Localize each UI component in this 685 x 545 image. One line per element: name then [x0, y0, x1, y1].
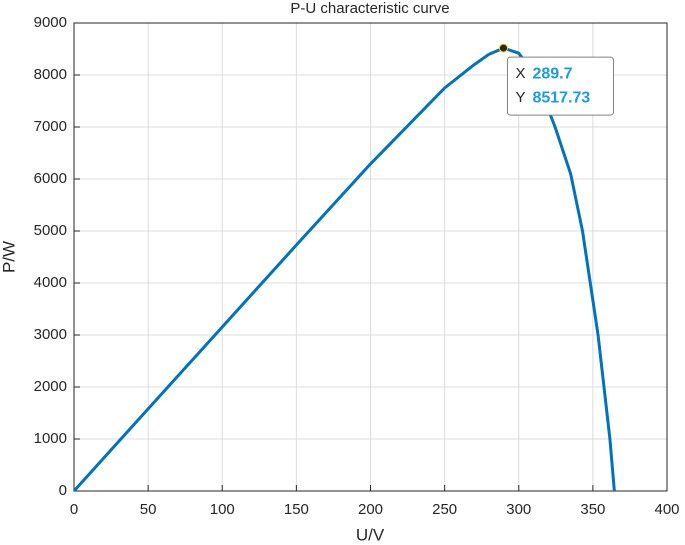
x-tick-label: 100 — [210, 501, 235, 518]
y-tick-label: 5000 — [34, 222, 67, 239]
datatip-marker — [498, 43, 508, 53]
y-tick-label: 9000 — [34, 14, 67, 31]
y-tick-label: 7000 — [34, 118, 67, 135]
y-tick-label: 3000 — [34, 326, 67, 343]
y-tick-label: 0 — [59, 482, 67, 499]
y-tick-label: 1000 — [34, 430, 67, 447]
y-tick-label: 8000 — [34, 66, 67, 83]
x-tick-label: 400 — [654, 501, 679, 518]
y-tick-label: 4000 — [34, 274, 67, 291]
x-tick-label: 150 — [284, 501, 309, 518]
x-axis-label: U/V — [356, 525, 385, 544]
y-axis-label: P/W — [0, 241, 18, 273]
x-tick-label: 300 — [506, 501, 531, 518]
x-tick-label: 50 — [140, 501, 157, 518]
x-tick-label: 250 — [432, 501, 457, 518]
datatip-box — [506, 56, 614, 116]
x-tick-label: 350 — [580, 501, 605, 518]
datatip-y-label: Y — [515, 89, 525, 106]
y-tick-label: 6000 — [34, 170, 67, 187]
x-tick-label: 200 — [358, 501, 383, 518]
datatip-x-value: 289.7 — [532, 65, 572, 82]
datatip-x-label: X — [515, 65, 525, 82]
datatip-y-value: 8517.73 — [532, 89, 590, 106]
chart-title: P-U characteristic curve — [290, 0, 449, 17]
x-tick-label: 0 — [70, 501, 78, 518]
y-tick-label: 2000 — [34, 378, 67, 395]
axes-box — [73, 22, 668, 492]
